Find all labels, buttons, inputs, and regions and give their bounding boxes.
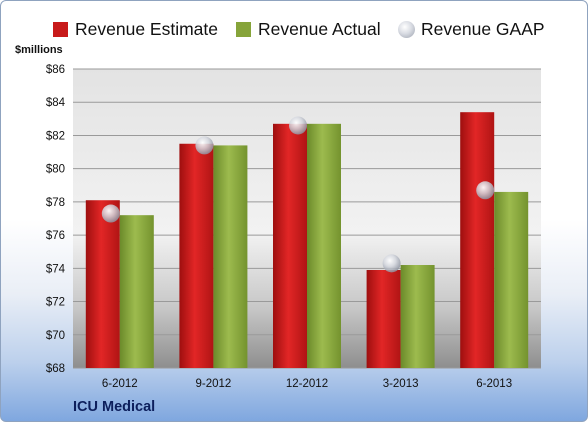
y-tick-label: $82	[46, 130, 65, 142]
bar-revenue-estimate	[366, 269, 401, 368]
x-tick-label: 6-2013	[476, 378, 512, 390]
bar-revenue-estimate	[273, 123, 307, 368]
y-tick-labels: $68 $70 $72 $74 $76 $78 $80 $82 $84 $86	[46, 64, 66, 375]
y-tick-label: $68	[46, 363, 65, 375]
y-tick-label: $74	[46, 263, 66, 275]
legend-item-actual: Revenue Actual	[236, 17, 381, 41]
point-revenue-gaap	[195, 136, 214, 155]
company-name: ICU Medical	[73, 399, 156, 415]
legend-item-gaap: Revenue GAAP	[398, 17, 545, 41]
y-tick-label: $86	[46, 64, 65, 76]
legend-label-estimate: Revenue Estimate	[75, 18, 218, 39]
legend-marker-gaap	[398, 20, 415, 38]
y-tick-label: $72	[46, 297, 65, 309]
y-tick-label: $78	[46, 197, 65, 209]
legend-swatch-actual	[236, 21, 251, 37]
bar-revenue-estimate	[179, 143, 214, 368]
bar-revenue-estimate	[460, 112, 495, 368]
bar-revenue-actual	[494, 191, 529, 368]
legend: Revenue Estimate Revenue Actual Revenue …	[1, 17, 587, 41]
point-revenue-gaap	[476, 181, 495, 200]
x-tick-label: 6-2012	[102, 378, 138, 390]
x-tick-labels: 6-2012 9-2012 12-2012 3-2013 6-2013	[102, 378, 512, 390]
x-tick-label: 9-2012	[195, 378, 231, 390]
bar-revenue-actual	[307, 123, 341, 368]
bars	[85, 112, 529, 368]
point-revenue-gaap	[382, 254, 401, 273]
legend-item-estimate: Revenue Estimate	[53, 17, 218, 41]
x-tick-label: 3-2013	[383, 378, 419, 390]
y-axis-label: $millions	[15, 44, 63, 56]
legend-label-actual: Revenue Actual	[258, 18, 381, 39]
y-tick-label: $80	[46, 164, 65, 176]
x-tick-label: 12-2012	[286, 378, 328, 390]
gaap-markers	[101, 116, 495, 273]
point-revenue-gaap	[289, 116, 307, 135]
y-tick-label: $84	[46, 97, 66, 109]
legend-swatch-estimate	[53, 21, 68, 37]
bar-revenue-actual	[119, 215, 154, 368]
bar-revenue-actual	[400, 265, 435, 368]
bar-revenue-estimate	[85, 200, 120, 368]
point-revenue-gaap	[101, 204, 120, 223]
bar-revenue-actual	[213, 145, 248, 368]
legend-label-gaap: Revenue GAAP	[421, 18, 545, 39]
y-tick-label: $76	[46, 230, 65, 242]
y-tick-label: $70	[46, 330, 65, 342]
